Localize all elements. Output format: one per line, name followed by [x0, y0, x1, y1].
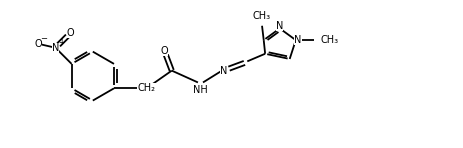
Text: O: O — [160, 46, 168, 56]
Text: −: − — [40, 34, 47, 43]
Text: N: N — [294, 35, 301, 45]
Text: O: O — [34, 40, 42, 49]
Text: O: O — [66, 28, 74, 38]
Text: +: + — [58, 38, 64, 47]
Text: NH: NH — [192, 85, 207, 95]
Text: N: N — [275, 21, 283, 31]
Text: CH₃: CH₃ — [252, 11, 270, 21]
Text: CH₂: CH₂ — [138, 83, 155, 93]
Text: N: N — [220, 66, 227, 76]
Text: CH₃: CH₃ — [320, 35, 338, 45]
Text: N: N — [52, 43, 59, 53]
